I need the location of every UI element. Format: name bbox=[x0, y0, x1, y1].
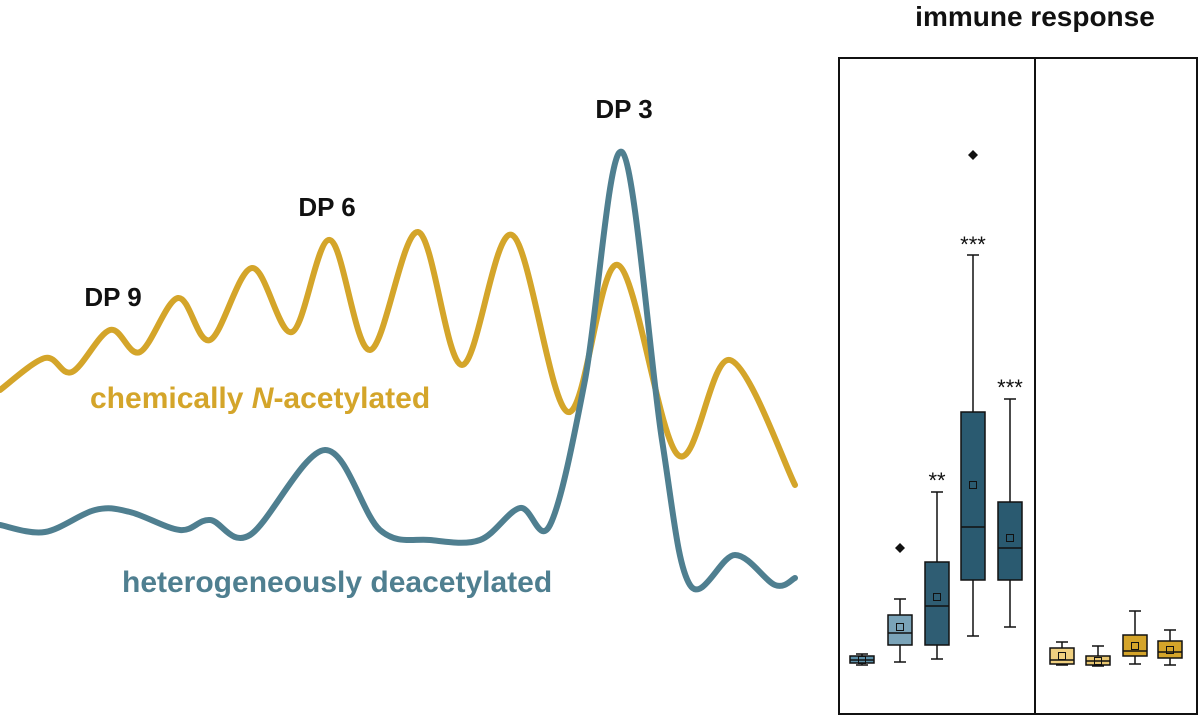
mean bbox=[896, 623, 904, 631]
box bbox=[924, 561, 950, 646]
mean bbox=[1006, 534, 1014, 542]
mean bbox=[1131, 642, 1139, 650]
outlier bbox=[968, 150, 978, 160]
curve-label: chemically N-acetylated bbox=[90, 382, 430, 415]
teal-curve bbox=[0, 148, 798, 593]
outlier bbox=[895, 543, 905, 553]
boxplot-title: immune response bbox=[915, 1, 1155, 32]
box bbox=[960, 411, 986, 581]
curve-label-part: -acetylated bbox=[273, 382, 430, 415]
gold-curve bbox=[0, 229, 798, 488]
boxplot-frame bbox=[838, 57, 1198, 715]
box bbox=[997, 501, 1023, 581]
box bbox=[1157, 640, 1183, 659]
curve-label-part: N bbox=[252, 382, 275, 415]
mean bbox=[1094, 657, 1102, 665]
box bbox=[1049, 647, 1075, 665]
significance: *** bbox=[997, 375, 1023, 400]
curve-label-part: chemically bbox=[90, 382, 252, 415]
boxes bbox=[849, 150, 1183, 667]
peak-label: DP 3 bbox=[595, 94, 652, 124]
significance: ** bbox=[928, 468, 946, 493]
box bbox=[1122, 634, 1148, 657]
curve-label: heterogeneously deacetylated bbox=[122, 566, 552, 599]
mean bbox=[933, 593, 941, 601]
peak-label: DP 9 bbox=[84, 282, 141, 312]
significance: *** bbox=[960, 232, 986, 257]
mean bbox=[858, 656, 866, 664]
mean bbox=[969, 481, 977, 489]
mean bbox=[1058, 652, 1066, 660]
peak-label: DP 6 bbox=[298, 192, 355, 222]
mean bbox=[1166, 646, 1174, 654]
